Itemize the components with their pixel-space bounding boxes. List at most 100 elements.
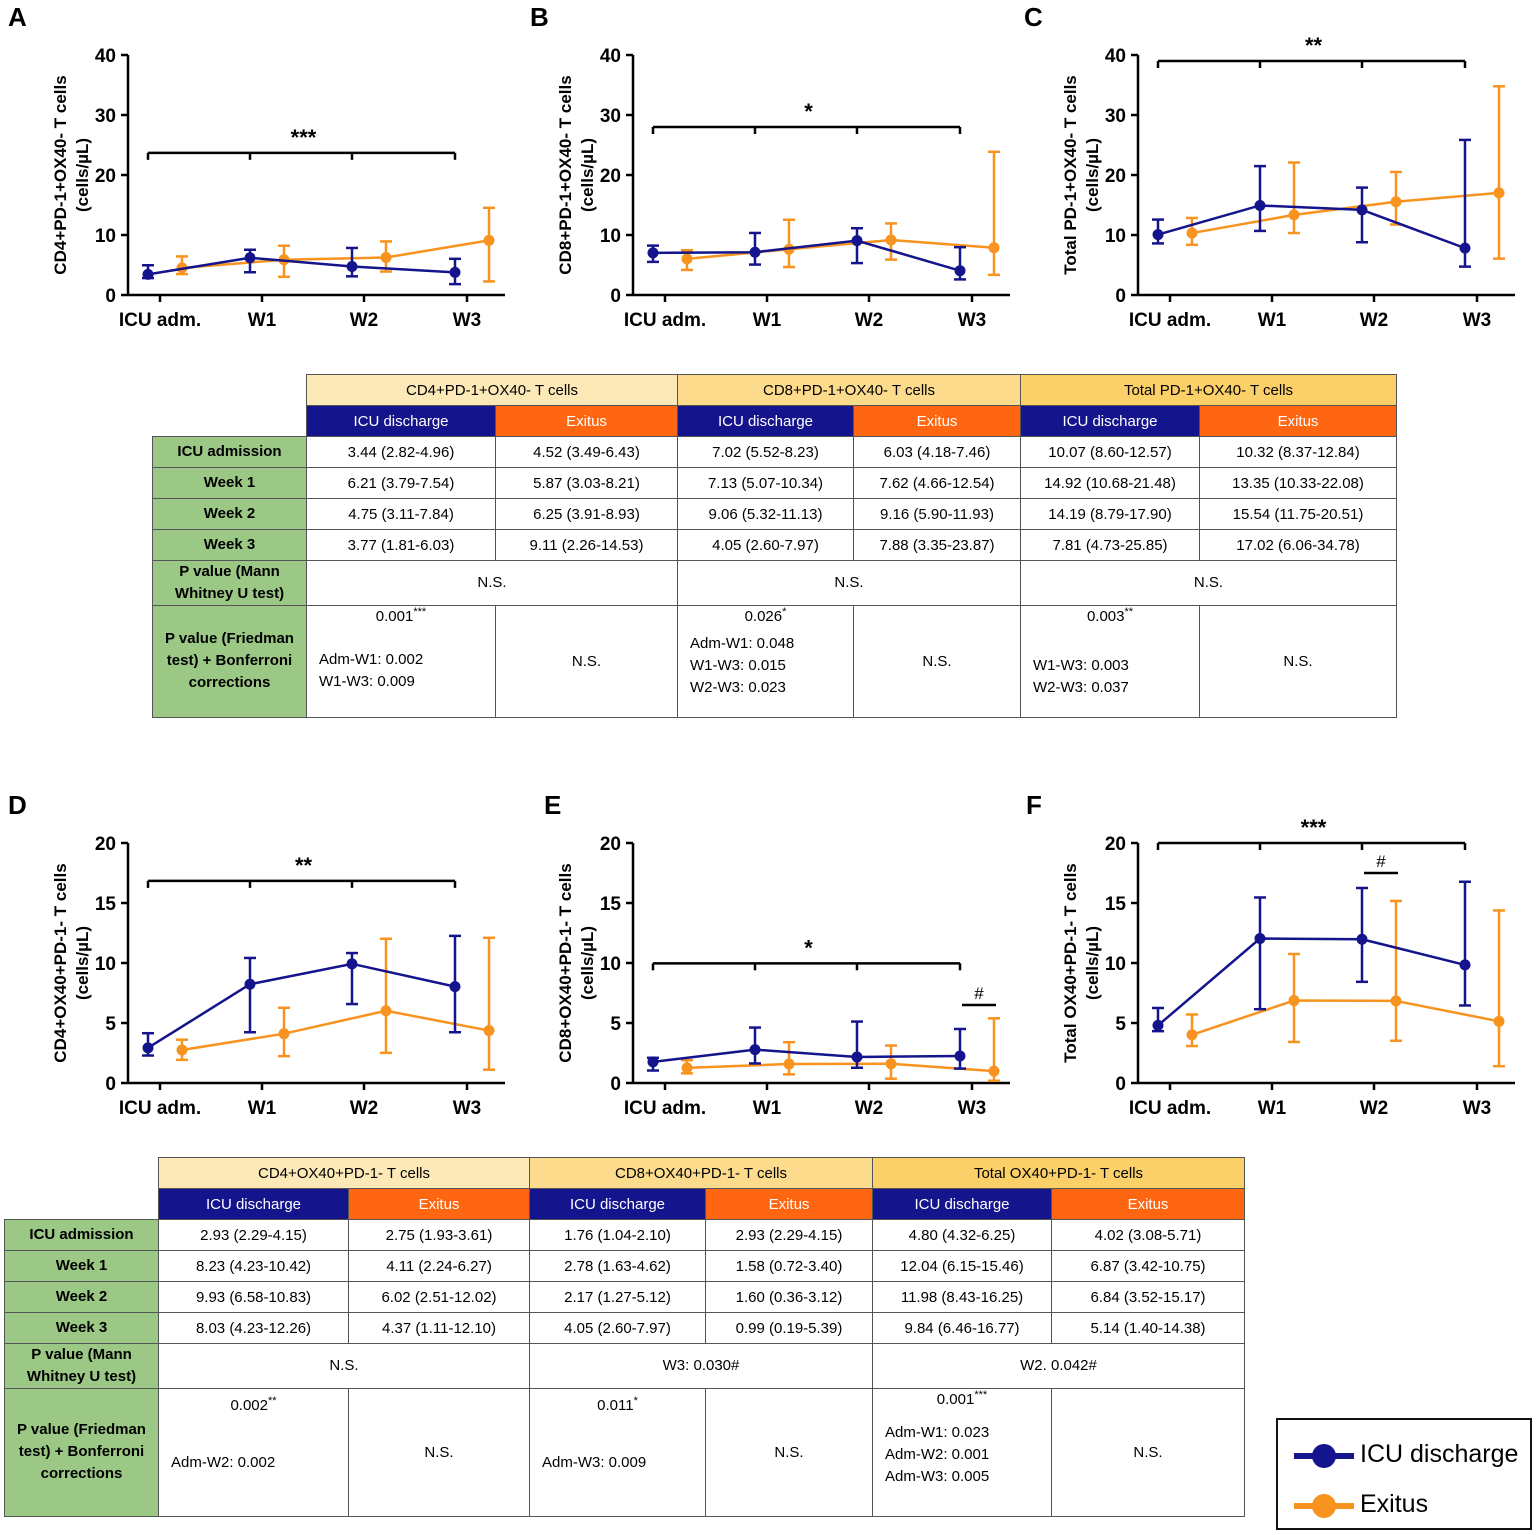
- table-cell: W3: 0.030#: [529, 1343, 873, 1389]
- chart-a: 0 10 20 30 40 ICU adm. W1 W2 W3 CD4+PD-1+OX40- T …: [51, 46, 505, 331]
- series-line: [147, 256, 456, 276]
- table-cell: N.S.: [495, 604, 678, 718]
- x-tick-label: W3: [453, 310, 482, 331]
- table-cell: W2. 0.042#: [871, 1343, 1246, 1389]
- table-cell: 2.93 (2.29-4.15): [158, 1219, 349, 1251]
- posthoc-line: W1-W3: 0.015: [690, 656, 786, 674]
- row-label: Week 3: [4, 1312, 159, 1344]
- table-cell: 8.23 (4.23-10.42): [158, 1250, 349, 1282]
- x-tick-label: W1: [248, 310, 277, 331]
- table-row: Week 2 9.93 (6.58-10.83) 6.02 (2.51-12.0…: [4, 1281, 1246, 1313]
- x-tick-label: ICU adm.: [624, 1098, 706, 1119]
- row-label: Week 3: [152, 529, 307, 561]
- group-header: CD4+PD-1+OX40- T cells: [306, 374, 678, 406]
- x-tick-label: ICU adm.: [1129, 1098, 1211, 1119]
- table-cell: 2.75 (1.93-3.61): [348, 1219, 530, 1251]
- group-header: CD8+OX40+PD-1- T cells: [529, 1157, 873, 1189]
- col-header-icu: ICU discharge: [158, 1188, 349, 1220]
- table-cell: N.S.: [853, 604, 1021, 718]
- table-cell: 4.80 (4.32-6.25): [872, 1219, 1052, 1251]
- table-row: Week 3 3.77 (1.81-6.03) 9.11 (2.26-14.53…: [152, 529, 1398, 561]
- table-cell: 6.87 (3.42-10.75): [1050, 1250, 1246, 1282]
- x-tick-label: W1: [248, 1098, 277, 1119]
- panel-label-b: B: [530, 2, 549, 32]
- legend-label-icu: ICU discharge: [1360, 1440, 1519, 1468]
- col-header-icu: ICU discharge: [677, 405, 854, 437]
- sig-stars: ***: [413, 605, 427, 618]
- table-cell: 6.21 (3.79-7.54): [306, 467, 496, 499]
- y-tick-label: 0: [610, 286, 621, 307]
- table-corner: [153, 375, 307, 406]
- posthoc-line: Adm-W3: 0.005: [885, 1467, 990, 1485]
- data-point: [1356, 204, 1368, 216]
- data-point: [1493, 1015, 1505, 1027]
- table-cell: 2.17 (1.27-5.12): [529, 1281, 706, 1313]
- legend-item-icu: ICU discharge: [1278, 1434, 1534, 1474]
- table-row: Week 1 8.23 (4.23-10.42) 4.11 (2.24-6.27…: [4, 1250, 1246, 1282]
- col-header-icu: ICU discharge: [872, 1188, 1052, 1220]
- y-tick-label: 20: [1105, 834, 1126, 855]
- y-axis-title: CD4+PD-1+OX40- T cells: [51, 75, 70, 274]
- data-point: [1152, 229, 1164, 241]
- panel-label-a: A: [8, 2, 27, 32]
- legend: ICU discharge Exitus: [1276, 1418, 1532, 1530]
- chart-d: 0 5 10 15 20 ICU adm. W1 W2 W3 CD4+OX40+PD-1- T c…: [51, 834, 505, 1119]
- series-line: [1157, 937, 1466, 1027]
- posthoc-line: Adm-W1: 0.048: [690, 634, 795, 652]
- series-line: [652, 1048, 961, 1064]
- table-row-friedman: P value (Friedman test) + Bonferroni cor…: [152, 604, 1398, 718]
- friedman-cell: 0.026* Adm-W1: 0.048 W1-W3: 0.015 W2-W3:…: [677, 604, 854, 718]
- posthoc-line: Adm-W1: 0.002: [319, 650, 424, 668]
- y-tick-label: 0: [610, 1074, 621, 1095]
- chart-b: 0 10 20 30 40 ICU adm. W1 W2 W3 CD8+PD-1+OX40- T …: [556, 46, 1010, 331]
- data-point: [1288, 995, 1300, 1007]
- data-point: [885, 1058, 897, 1070]
- data-point: [1390, 995, 1402, 1007]
- posthoc-line: W2-W3: 0.037: [1033, 678, 1129, 696]
- data-point: [1356, 933, 1368, 945]
- y-tick-label: 20: [95, 834, 116, 855]
- summary-table-2: CD4+OX40+PD-1- T cells CD8+OX40+PD-1- T …: [4, 1157, 1246, 1517]
- table-cell: 7.88 (3.35-23.87): [853, 529, 1021, 561]
- table-cell: 9.11 (2.26-14.53): [495, 529, 678, 561]
- y-axis-unit: (cells/µL): [1083, 138, 1102, 212]
- group-header: CD4+OX40+PD-1- T cells: [158, 1157, 530, 1189]
- table-cell: 5.87 (3.03-8.21): [495, 467, 678, 499]
- data-point: [346, 958, 358, 970]
- x-tick-label: W3: [1463, 1098, 1492, 1119]
- group-header: Total PD-1+OX40- T cells: [1019, 374, 1398, 406]
- y-tick-label: 20: [600, 166, 621, 187]
- x-tick-label: W2: [350, 310, 379, 331]
- col-header-exitus: Exitus: [1050, 1188, 1246, 1220]
- table-cell: 6.25 (3.91-8.93): [495, 498, 678, 530]
- x-tick-label: W2: [1360, 310, 1389, 331]
- legend-label-exitus: Exitus: [1360, 1490, 1429, 1518]
- data-point: [346, 261, 358, 272]
- row-label: P value (Mann Whitney U test): [152, 560, 307, 606]
- data-point: [142, 268, 154, 280]
- y-tick-label: 15: [95, 894, 117, 915]
- table-cell: 15.54 (11.75-20.51): [1198, 498, 1398, 530]
- friedman-cell: 0.001*** Adm-W1: 0.002 W1-W3: 0.009: [306, 604, 496, 718]
- series-line: [181, 239, 490, 270]
- sig-stars: *: [804, 99, 813, 124]
- table-cell: 8.03 (4.23-12.26): [158, 1312, 349, 1344]
- y-tick-label: 20: [95, 166, 116, 187]
- table-cell: 6.03 (4.18-7.46): [853, 436, 1021, 468]
- posthoc-line: W1-W3: 0.003: [1033, 656, 1129, 674]
- sig-stars: ***: [291, 125, 317, 150]
- friedman-cell: 0.002** Adm-W2: 0.002: [158, 1387, 349, 1517]
- col-header-exitus: Exitus: [495, 405, 678, 437]
- data-point: [244, 252, 256, 264]
- posthoc-line: Adm-W1: 0.023: [885, 1423, 990, 1441]
- table-cell: 1.60 (0.36-3.12): [705, 1281, 873, 1313]
- y-tick-label: 15: [1105, 894, 1127, 915]
- friedman-p: 0.011: [597, 1396, 634, 1414]
- table-row: Week 2 4.75 (3.11-7.84) 6.25 (3.91-8.93)…: [152, 498, 1398, 530]
- table-cell: 4.75 (3.11-7.84): [306, 498, 496, 530]
- y-axis-unit: (cells/µL): [1083, 926, 1102, 1000]
- x-tick-label: ICU adm.: [624, 310, 706, 331]
- data-point: [954, 265, 966, 277]
- y-tick-label: 5: [610, 1014, 621, 1035]
- table-cell: 9.16 (5.90-11.93): [853, 498, 1021, 530]
